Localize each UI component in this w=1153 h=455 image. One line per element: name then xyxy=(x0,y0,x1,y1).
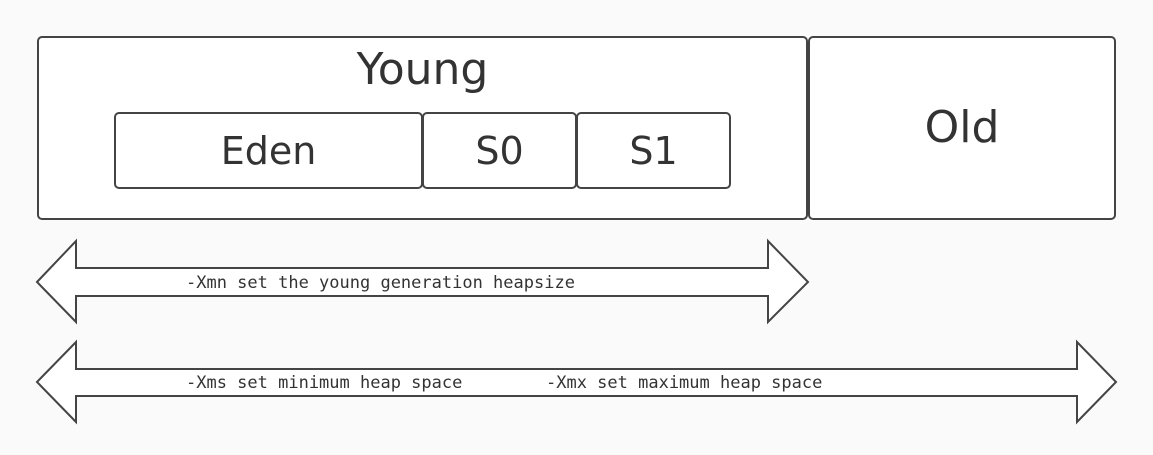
old-generation-label: Old xyxy=(924,102,1000,153)
survivor-s0-label: S0 xyxy=(475,129,524,173)
total-heap-double-arrow xyxy=(35,339,1118,425)
old-generation-box xyxy=(808,36,1116,220)
xms-flag-text: -Xms set minimum heap space xyxy=(186,373,463,393)
eden-space-box xyxy=(114,112,423,189)
survivor-s1-box xyxy=(576,112,731,189)
young-generation-label: Young xyxy=(356,44,489,95)
xmn-flag-text: -Xmn set the young generation heapsize xyxy=(186,273,575,293)
eden-space-label: Eden xyxy=(220,129,317,173)
young-size-double-arrow xyxy=(35,238,810,325)
xmx-flag-text: -Xmx set maximum heap space xyxy=(546,373,823,393)
survivor-s1-label: S1 xyxy=(629,129,678,173)
